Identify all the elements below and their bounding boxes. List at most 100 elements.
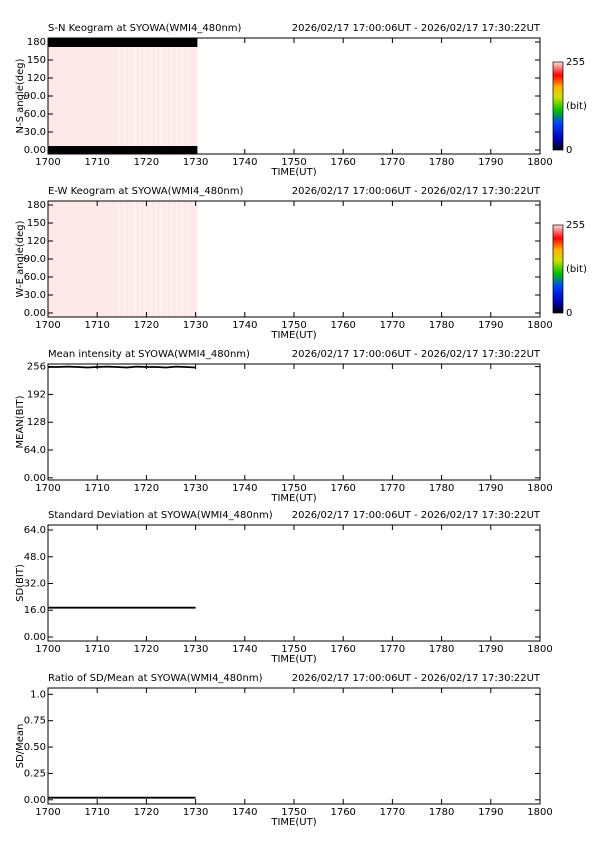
panel-title: Mean intensity at SYOWA(WMI4_480nm) xyxy=(48,349,250,360)
x-tick-label: 1740 xyxy=(232,320,257,331)
keogram-stripe xyxy=(118,38,121,154)
x-tick-label: 1780 xyxy=(429,807,454,818)
keogram-stripe xyxy=(186,201,189,317)
x-tick-label: 1740 xyxy=(232,807,257,818)
time-range: 2026/02/17 17:00:06UT - 2026/02/17 17:30… xyxy=(292,23,541,34)
x-tick-label: 1700 xyxy=(35,644,60,655)
x-tick-label: 1750 xyxy=(281,644,306,655)
x-tick-label: 1770 xyxy=(380,157,405,168)
x-tick-label: 1730 xyxy=(183,807,208,818)
x-axis-label: TIME(UT) xyxy=(270,817,316,828)
x-tick-label: 1700 xyxy=(35,807,60,818)
x-tick-label: 1730 xyxy=(183,157,208,168)
panel-title: Standard Deviation at SYOWA(WMI4_480nm) xyxy=(48,510,273,521)
y-tick-label: 150 xyxy=(27,218,46,229)
x-tick-label: 1740 xyxy=(232,644,257,655)
x-tick-label: 1780 xyxy=(429,644,454,655)
y-tick-label: 256 xyxy=(27,362,46,373)
colorbar xyxy=(552,224,564,314)
x-tick-label: 1800 xyxy=(527,644,552,655)
y-tick-label: 0.75 xyxy=(24,716,46,727)
x-tick-label: 1780 xyxy=(429,157,454,168)
x-tick-label: 1720 xyxy=(134,807,159,818)
y-tick-label: 64.0 xyxy=(24,445,46,456)
x-tick-label: 1760 xyxy=(330,807,355,818)
x-axis-label: TIME(UT) xyxy=(270,330,316,341)
x-tick-label: 1790 xyxy=(478,644,503,655)
x-tick-label: 1720 xyxy=(134,320,159,331)
keogram-mask xyxy=(48,38,198,47)
keogram-stripe xyxy=(118,201,121,317)
keogram-stripe xyxy=(144,38,147,154)
y-tick-label: 30.0 xyxy=(24,290,46,301)
y-tick-label: 0.00 xyxy=(24,308,46,319)
x-tick-label: 1800 xyxy=(527,483,552,494)
x-tick-label: 1710 xyxy=(84,483,109,494)
keogram-stripe xyxy=(133,201,136,317)
x-tick-label: 1710 xyxy=(84,807,109,818)
x-tick-label: 1740 xyxy=(232,483,257,494)
y-tick-label: 30.0 xyxy=(24,127,46,138)
x-tick-label: 1710 xyxy=(84,644,109,655)
keogram-stripe xyxy=(175,38,178,154)
keogram-stripe xyxy=(165,201,168,317)
y-tick-label: 0.00 xyxy=(24,145,46,156)
colorbar-label: (bit) xyxy=(566,264,587,275)
y-tick-label: 16.0 xyxy=(24,605,46,616)
y-axis-label: SD(BIT) xyxy=(15,564,26,602)
x-tick-label: 1780 xyxy=(429,483,454,494)
x-tick-label: 1760 xyxy=(330,157,355,168)
keogram-stripe xyxy=(149,201,152,317)
x-tick-label: 1770 xyxy=(380,320,405,331)
y-tick-label: 0.00 xyxy=(24,473,46,484)
keogram-stripe xyxy=(123,201,126,317)
x-tick-label: 1710 xyxy=(84,320,109,331)
y-tick-label: 32.0 xyxy=(24,579,46,590)
x-tick-label: 1800 xyxy=(527,157,552,168)
x-tick-label: 1770 xyxy=(380,807,405,818)
x-tick-label: 1720 xyxy=(134,644,159,655)
keogram-stripe xyxy=(144,201,147,317)
y-tick-label: 48.0 xyxy=(24,552,46,563)
x-tick-label: 1720 xyxy=(134,157,159,168)
y-tick-label: 0.25 xyxy=(24,768,46,779)
colorbar xyxy=(552,61,564,151)
keogram-stripe xyxy=(186,38,189,154)
keogram-stripe xyxy=(165,38,168,154)
y-tick-label: 120 xyxy=(27,73,46,84)
x-tick-label: 1720 xyxy=(134,483,159,494)
x-tick-label: 1790 xyxy=(478,320,503,331)
time-range: 2026/02/17 17:00:06UT - 2026/02/17 17:30… xyxy=(292,349,541,360)
keogram-stripe xyxy=(149,38,152,154)
x-tick-label: 1780 xyxy=(429,320,454,331)
keogram-stripe xyxy=(154,38,157,154)
colorbar-label: 255 xyxy=(566,57,585,68)
x-axis-label: TIME(UT) xyxy=(270,493,316,504)
x-tick-label: 1730 xyxy=(183,320,208,331)
x-tick-label: 1750 xyxy=(281,320,306,331)
x-tick-label: 1770 xyxy=(380,483,405,494)
y-tick-label: 192 xyxy=(27,389,46,400)
y-tick-label: 180 xyxy=(27,37,46,48)
x-tick-label: 1750 xyxy=(281,483,306,494)
y-tick-label: 90.0 xyxy=(24,254,46,265)
x-tick-label: 1700 xyxy=(35,157,60,168)
y-axis-label: W-E angle(deg) xyxy=(15,220,26,297)
panel-title: E-W Keogram at SYOWA(WMI4_480nm) xyxy=(48,186,244,197)
colorbar-label: (bit) xyxy=(566,101,587,112)
x-tick-label: 1730 xyxy=(183,644,208,655)
x-tick-label: 1740 xyxy=(232,157,257,168)
y-axis-label: SD/Mean xyxy=(15,724,26,769)
y-tick-label: 60.0 xyxy=(24,272,46,283)
keogram-stripe xyxy=(170,38,173,154)
x-tick-label: 1770 xyxy=(380,644,405,655)
y-tick-label: 0.00 xyxy=(24,632,46,643)
y-tick-label: 120 xyxy=(27,236,46,247)
panel-title: Ratio of SD/Mean at SYOWA(WMI4_480nm) xyxy=(48,673,263,684)
keogram-stripe xyxy=(139,201,142,317)
y-tick-label: 0.50 xyxy=(24,742,46,753)
x-tick-label: 1700 xyxy=(35,483,60,494)
keogram-stripe xyxy=(180,38,183,154)
x-tick-label: 1760 xyxy=(330,320,355,331)
x-tick-label: 1700 xyxy=(35,320,60,331)
